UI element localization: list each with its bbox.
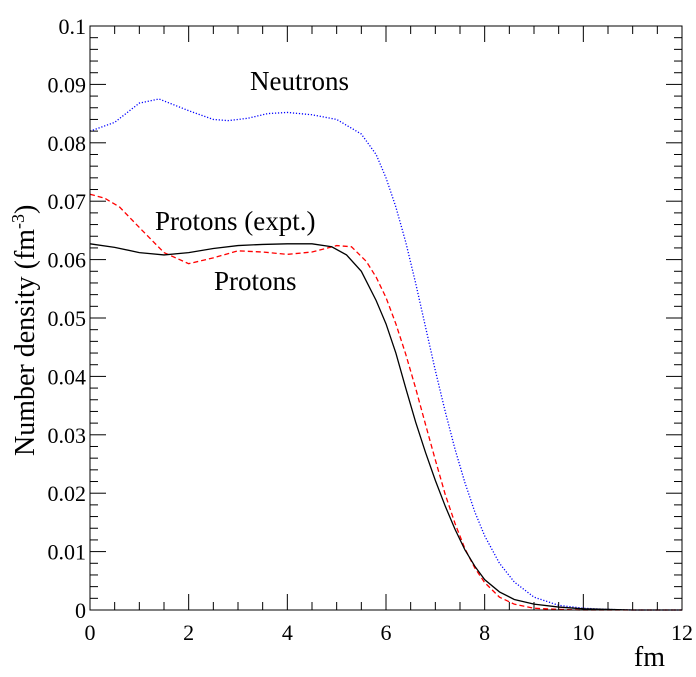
annotation-protons: Protons: [214, 266, 297, 296]
annotation-protons-expt: Protons (expt.): [155, 206, 315, 236]
y-tick-label: 0.04: [48, 364, 87, 389]
y-tick-label: 0.02: [48, 481, 87, 506]
ticks-layer: [89, 25, 683, 611]
y-axis-title-close: ): [10, 205, 41, 214]
y-axis-title-main: Number density (fm: [10, 229, 41, 456]
y-axis-title-superscript: -3: [8, 214, 28, 229]
y-tick-label: 0.1: [59, 14, 87, 39]
tick-label-layer: 0 2 4 6 8 10 12 0 0.01 0.02 0.03 0.04 0.05 0.06 0.07 0.…: [48, 14, 694, 645]
series-line-neutrons: [89, 98, 682, 611]
y-tick-label: 0.05: [48, 306, 87, 331]
y-tick-label: 0.06: [48, 248, 87, 273]
y-tick-label: 0: [75, 598, 86, 623]
series-layer: [89, 98, 682, 611]
y-tick-label: 0.03: [48, 423, 87, 448]
x-tick-label: 10: [572, 620, 594, 645]
x-tick-label: 8: [479, 620, 490, 645]
x-tick-label: 0: [85, 620, 96, 645]
x-tick-label: 6: [381, 620, 392, 645]
x-axis-title: fm: [634, 642, 665, 672]
y-tick-label: 0.07: [48, 189, 87, 214]
x-tick-label: 12: [671, 620, 693, 645]
series-line-protons-expt: [89, 193, 682, 611]
y-tick-label: 0.09: [48, 72, 87, 97]
x-tick-label: 2: [183, 620, 194, 645]
series-line-protons: [89, 243, 682, 611]
x-tick-label: 4: [282, 620, 293, 645]
y-tick-label: 0.01: [48, 540, 87, 565]
y-tick-label: 0.08: [48, 131, 87, 156]
annotation-neutrons: Neutrons: [250, 66, 349, 96]
y-axis-title: Number density (fm-3): [8, 205, 41, 456]
